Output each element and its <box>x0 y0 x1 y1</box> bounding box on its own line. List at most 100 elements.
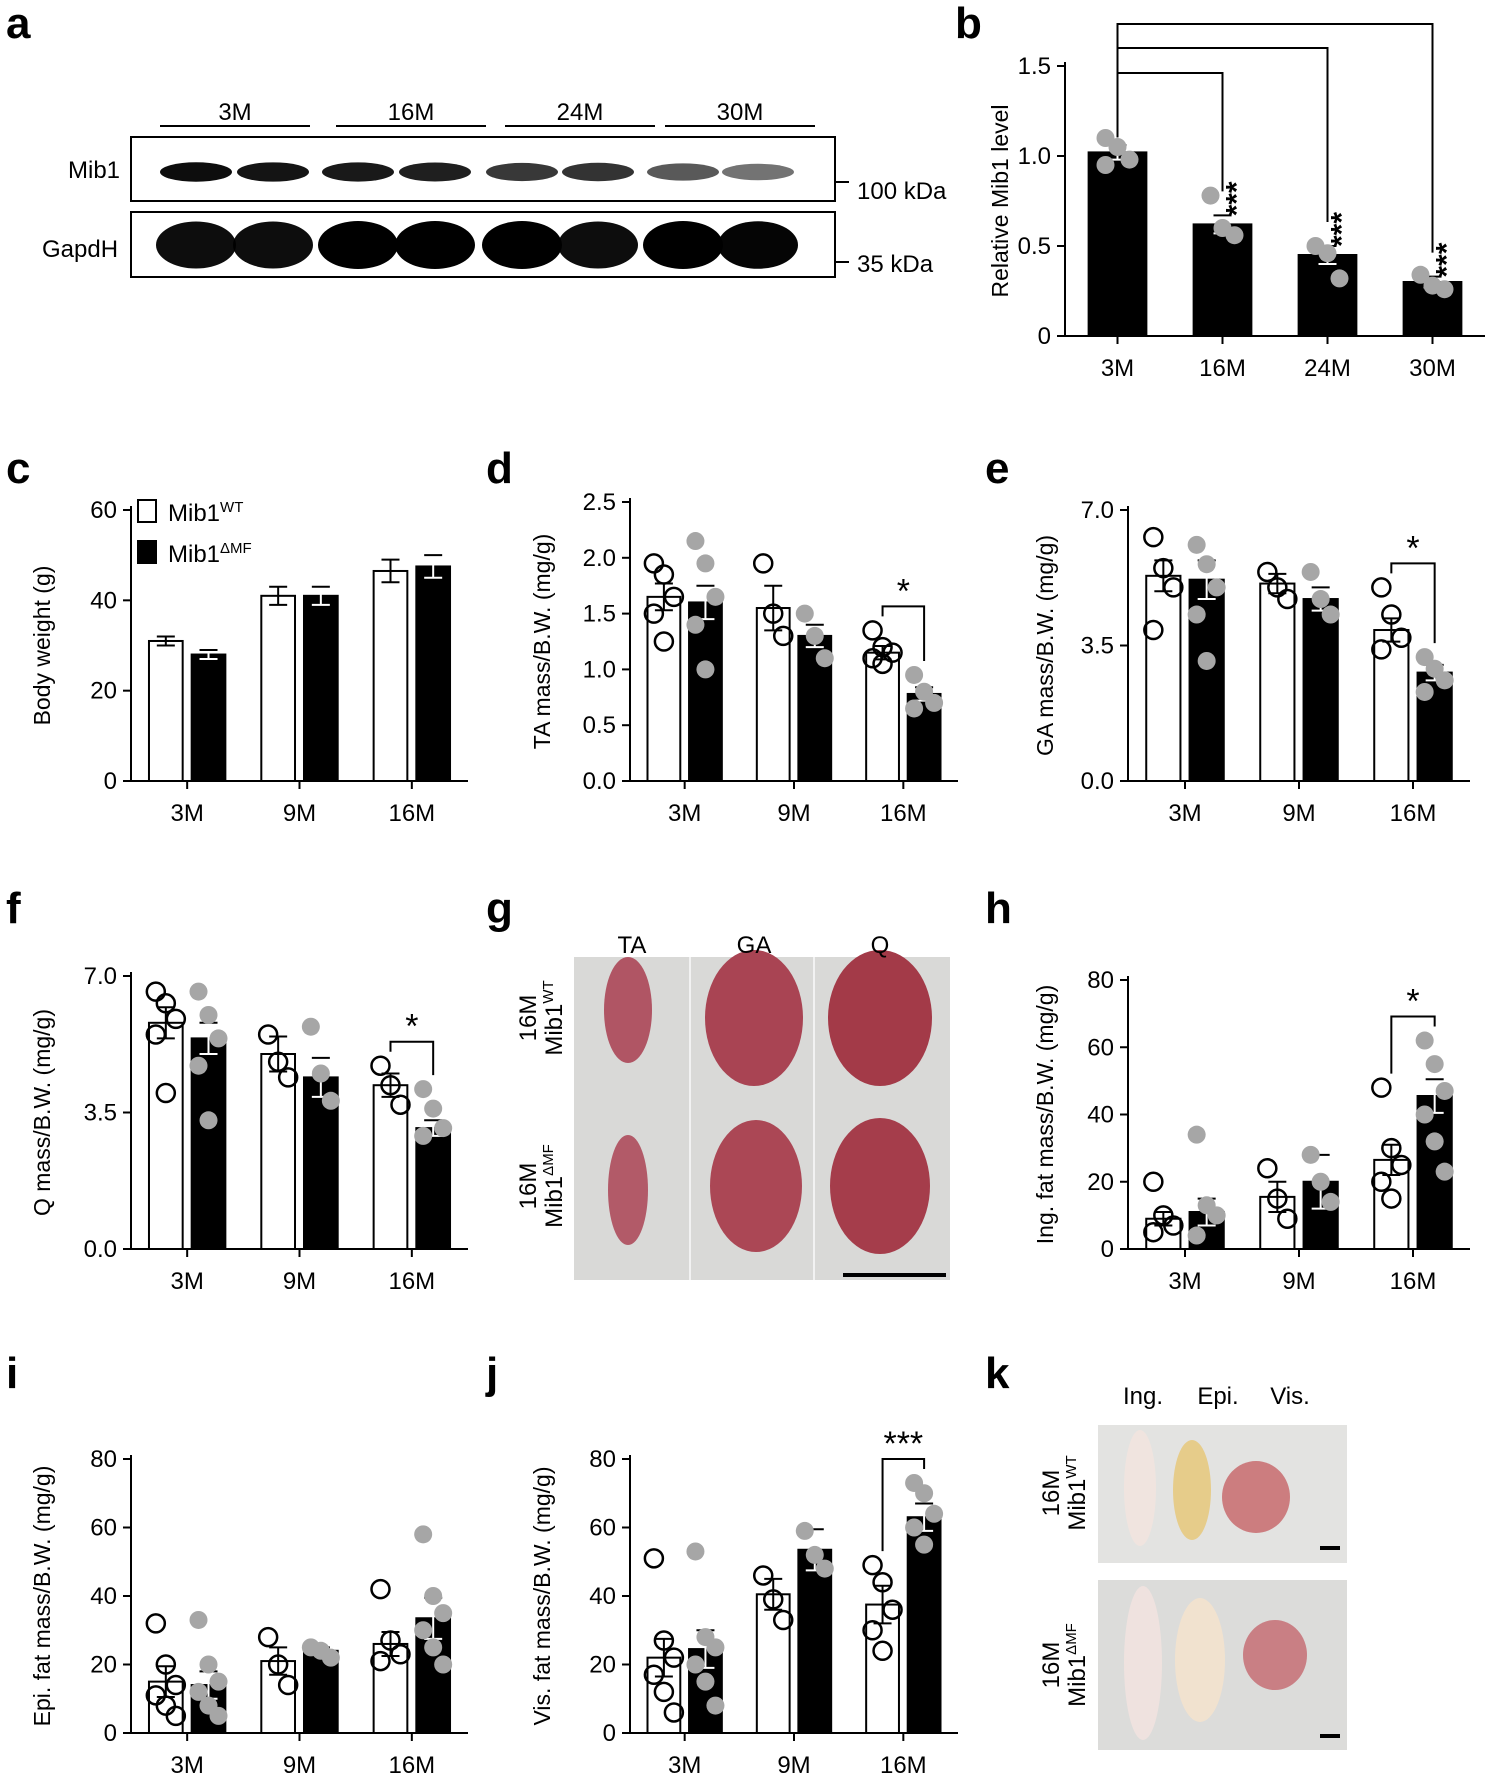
y-tick-label: 1.5 <box>583 601 616 628</box>
data-point <box>145 1024 167 1045</box>
y-axis-label: Epi. fat mass/B.W. (mg/g) <box>29 1466 55 1727</box>
data-point <box>199 1655 218 1674</box>
muscle-ta-mf <box>608 1135 648 1245</box>
data-point <box>1301 1145 1320 1164</box>
data-point <box>882 1599 903 1620</box>
data-point <box>1257 1158 1278 1179</box>
chart-ta-mass: 0.0 0.5 1.0 1.5 2.0 2.5 3M 9M 16M TA mass/B.W. (m… <box>529 489 958 827</box>
blot-band-mib1 <box>322 162 394 182</box>
data-point <box>1381 1188 1402 1209</box>
data-point <box>643 1548 665 1569</box>
y-tick-label: 20 <box>90 678 117 705</box>
data-point <box>1435 280 1454 299</box>
data-point <box>1187 605 1206 624</box>
data-point <box>380 1630 401 1651</box>
data-point <box>925 1504 944 1523</box>
data-point <box>653 564 675 585</box>
blot-group-label: 3M <box>218 99 251 126</box>
data-point <box>1435 1081 1454 1100</box>
data-point <box>267 1051 289 1073</box>
data-point <box>1277 1208 1298 1229</box>
data-point <box>1153 557 1174 579</box>
data-point <box>311 1064 330 1083</box>
x-tick-label: 9M <box>777 1752 810 1779</box>
chart-body-weight: 0 20 40 60 3M 9M 16M Body weight (g) <box>29 497 468 827</box>
y-tick-label: 40 <box>90 1583 117 1610</box>
data-point <box>189 1610 208 1629</box>
data-point <box>1143 1171 1164 1192</box>
data-point <box>414 1080 433 1099</box>
photo-row-label-line2: Mib1WT <box>1063 1455 1091 1530</box>
blot-group-label: 24M <box>557 99 604 126</box>
y-tick-label: 0.5 <box>1018 233 1051 260</box>
data-point <box>414 1126 433 1145</box>
y-tick-label: 7.0 <box>1081 497 1114 524</box>
significance-label: *** <box>1221 181 1254 216</box>
x-tick-label: 16M <box>388 1752 435 1779</box>
y-axis-label: Body weight (g) <box>29 566 55 726</box>
data-point <box>872 1640 893 1662</box>
blot-band-mib1 <box>237 162 309 182</box>
marker-label-100kda: 100 kDa <box>857 178 947 205</box>
blot-group-label: 16M <box>388 99 435 126</box>
y-tick-label: 60 <box>90 497 117 524</box>
y-tick-label: 20 <box>589 1652 616 1679</box>
blot-band-mib1 <box>562 162 634 182</box>
data-point <box>762 603 784 624</box>
y-tick-label: 3.5 <box>1081 633 1114 660</box>
muscle-q-mf <box>830 1118 930 1254</box>
data-point <box>1267 577 1288 598</box>
data-point <box>795 604 814 623</box>
data-point <box>872 653 893 675</box>
panel-label-i: i <box>6 1349 18 1398</box>
data-point <box>1277 588 1298 610</box>
significance-bracket <box>1390 1015 1436 1074</box>
bar <box>372 569 409 782</box>
data-point <box>772 1609 794 1631</box>
data-point <box>686 615 705 634</box>
x-tick-label: 3M <box>170 1268 203 1295</box>
muscle-photo: TA GA Q 16M Mib1WT 16M Mib1ΔMF <box>515 932 950 1280</box>
x-tick-label: 9M <box>1282 1268 1315 1295</box>
bar <box>190 653 227 782</box>
data-point <box>189 1682 208 1701</box>
data-point <box>209 1029 228 1048</box>
data-point <box>414 1525 433 1544</box>
x-tick-label: 9M <box>1282 800 1315 827</box>
data-point <box>1143 1221 1164 1243</box>
x-tick-label: 16M <box>1390 800 1437 827</box>
data-point <box>905 699 924 718</box>
y-tick-label: 0 <box>104 768 117 795</box>
data-point <box>424 1099 443 1118</box>
y-tick-label: 2.0 <box>583 545 616 572</box>
data-point <box>209 1706 228 1725</box>
panel-label-f: f <box>6 884 21 933</box>
bar <box>1297 254 1358 337</box>
y-axis-label: TA mass/B.W. (mg/g) <box>529 534 555 750</box>
data-point <box>643 603 665 624</box>
data-point <box>752 553 774 574</box>
data-point <box>686 1655 705 1674</box>
photo-row-label-line2: Mib1ΔMF <box>540 1144 568 1228</box>
x-tick-label: 16M <box>388 1268 435 1295</box>
bar <box>646 595 682 782</box>
bar <box>1373 629 1410 782</box>
x-tick-label: 16M <box>1199 355 1246 382</box>
western-blot: 3M 16M 24M 30M Mib1 GapdH 100 kDa 35 kDa <box>42 99 947 278</box>
data-point <box>277 1067 299 1088</box>
data-point <box>643 553 665 574</box>
bar <box>260 1053 297 1250</box>
data-point <box>752 1565 774 1586</box>
data-point <box>424 1638 443 1657</box>
blot-band-mib1 <box>160 162 232 182</box>
data-point <box>706 1638 725 1657</box>
data-point <box>199 1006 218 1024</box>
data-point <box>1415 682 1434 701</box>
x-tick-label: 3M <box>1101 355 1134 382</box>
data-point <box>862 647 883 669</box>
data-point <box>1187 1226 1206 1245</box>
y-tick-label: 3.5 <box>84 1100 117 1127</box>
y-tick-label: 20 <box>1087 1169 1114 1196</box>
legend: Mib1WT Mib1ΔMF <box>137 499 252 568</box>
